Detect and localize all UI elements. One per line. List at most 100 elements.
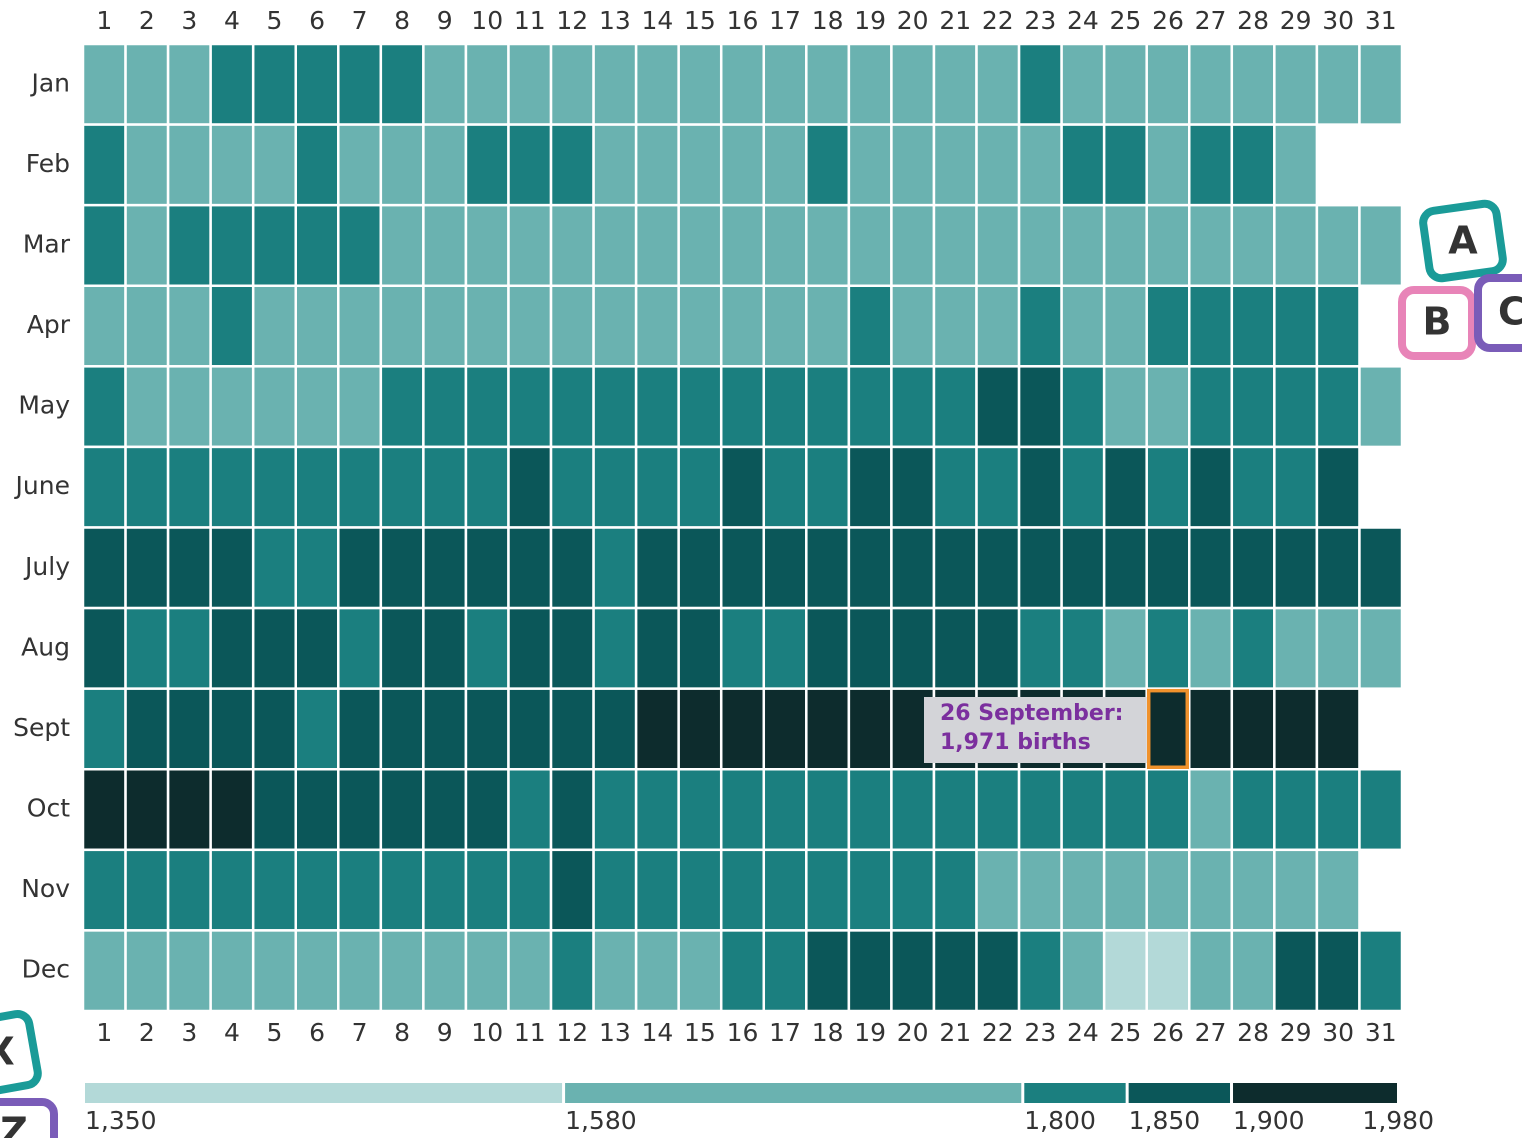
- cell: [806, 930, 849, 1011]
- cell: [849, 528, 892, 609]
- y-tick-label: June: [14, 471, 70, 500]
- cell: [806, 769, 849, 850]
- cell: [1062, 608, 1105, 689]
- cell: [1147, 689, 1190, 770]
- cell: [1189, 447, 1232, 528]
- x-tick-label: 18: [812, 1018, 844, 1047]
- x-tick-label: 2: [139, 1018, 155, 1047]
- cell: [1232, 205, 1275, 286]
- cell: [977, 125, 1020, 206]
- x-tick-label: 25: [1110, 6, 1142, 35]
- x-tick-label: 26: [1152, 1018, 1184, 1047]
- x-tick-label: 17: [769, 1018, 801, 1047]
- cell: [296, 205, 339, 286]
- cell: [891, 44, 934, 125]
- cell: [466, 930, 509, 1011]
- cell: [381, 769, 424, 850]
- cell: [977, 850, 1020, 931]
- cell: [253, 286, 296, 367]
- cell: [168, 366, 211, 447]
- cell: [466, 447, 509, 528]
- cell: [253, 850, 296, 931]
- cell: [636, 366, 679, 447]
- block-letter: A: [1448, 219, 1478, 263]
- cell: [296, 447, 339, 528]
- cell: [508, 528, 551, 609]
- cell: [466, 769, 509, 850]
- cell: [423, 769, 466, 850]
- cell: [679, 689, 722, 770]
- y-tick-label: Feb: [26, 149, 70, 178]
- cell: [551, 608, 594, 689]
- x-tick-label: 5: [267, 1018, 283, 1047]
- x-tick-label: 9: [437, 6, 453, 35]
- cell: [1232, 930, 1275, 1011]
- cell: [721, 689, 764, 770]
- cell: [1189, 205, 1232, 286]
- cell: [764, 930, 807, 1011]
- cell: [83, 930, 126, 1011]
- legend-swatch: [85, 1083, 562, 1103]
- cell: [679, 44, 722, 125]
- x-tick-label: 1: [96, 6, 112, 35]
- cell: [1189, 528, 1232, 609]
- cell: [296, 608, 339, 689]
- cell: [423, 528, 466, 609]
- cell: [1317, 850, 1360, 931]
- x-tick-label: 24: [1067, 1018, 1099, 1047]
- cell: [381, 447, 424, 528]
- y-tick-label: Oct: [27, 794, 70, 823]
- cell: [636, 447, 679, 528]
- cell: [1274, 366, 1317, 447]
- cell: [211, 528, 254, 609]
- cell: [1147, 850, 1190, 931]
- cell: [721, 44, 764, 125]
- cell: [211, 286, 254, 367]
- cell: [1189, 608, 1232, 689]
- cell: [764, 850, 807, 931]
- cell: [1147, 769, 1190, 850]
- cell: [721, 769, 764, 850]
- cell: [296, 769, 339, 850]
- cell: [1019, 528, 1062, 609]
- cell: [594, 850, 637, 931]
- x-tick-label: 27: [1195, 6, 1227, 35]
- y-tick-label: Aug: [21, 632, 70, 661]
- cell: [1104, 125, 1147, 206]
- x-tick-label: 27: [1195, 1018, 1227, 1047]
- x-tick-label: 16: [727, 6, 759, 35]
- cell: [296, 286, 339, 367]
- x-tick-label: 6: [309, 6, 325, 35]
- cell: [806, 528, 849, 609]
- cell: [253, 447, 296, 528]
- x-tick-label: 28: [1237, 1018, 1269, 1047]
- cell: [636, 286, 679, 367]
- cell: [977, 44, 1020, 125]
- y-tick-label: Mar: [23, 229, 71, 258]
- x-tick-label: 7: [352, 1018, 368, 1047]
- cell: [1189, 366, 1232, 447]
- cell: [679, 366, 722, 447]
- cell: [338, 125, 381, 206]
- cell: [1232, 769, 1275, 850]
- cell: [977, 366, 1020, 447]
- cell: [1317, 769, 1360, 850]
- cell: [508, 850, 551, 931]
- cell: [764, 44, 807, 125]
- cell: [891, 769, 934, 850]
- legend-tick-label: 1,980: [1362, 1106, 1434, 1135]
- cell: [296, 850, 339, 931]
- cell: [381, 528, 424, 609]
- cell: [211, 689, 254, 770]
- annotation: 26 September:: [940, 701, 1123, 726]
- x-tick-label: 14: [641, 1018, 673, 1047]
- cell: [1147, 608, 1190, 689]
- cell: [338, 286, 381, 367]
- x-tick-label: 4: [224, 6, 240, 35]
- cell: [1232, 125, 1275, 206]
- cell: [1189, 125, 1232, 206]
- cell: [508, 689, 551, 770]
- cell: [1147, 528, 1190, 609]
- cell: [891, 286, 934, 367]
- cell: [849, 769, 892, 850]
